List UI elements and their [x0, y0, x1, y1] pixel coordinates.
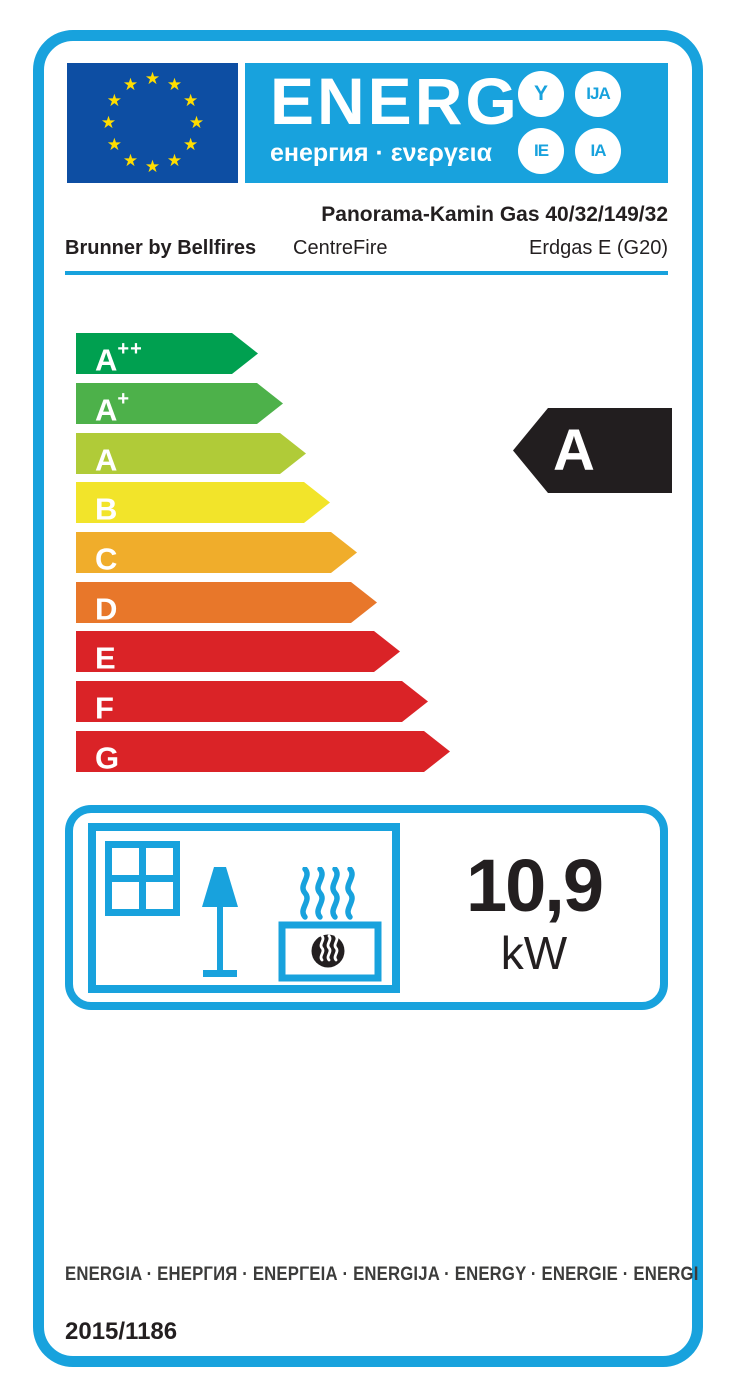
regulation-number: 2015/1186: [65, 1318, 178, 1345]
brand-name: Brunner by Bellfires: [65, 237, 257, 259]
rating-bar-label: B: [95, 491, 118, 527]
rating-bar-label: F: [95, 690, 114, 726]
rating-bar-a-plus: A+: [76, 383, 283, 424]
rating-bar-f: F: [76, 681, 428, 722]
eu-flag: [67, 63, 238, 183]
eu-flag-star: [100, 113, 118, 133]
rating-bar-label: G: [95, 740, 120, 776]
language-suffix-circle-ie: IE: [518, 128, 564, 174]
energy-output: 10,9 kW: [400, 844, 668, 979]
rating-bar-label: E: [95, 640, 116, 676]
pictogram-panel: [65, 805, 668, 1010]
rating-bar-label: C: [95, 541, 118, 577]
window-icon: [105, 841, 180, 916]
eu-flag-star: [182, 135, 200, 155]
eu-flag-star: [144, 69, 162, 89]
rating-bar-g: G: [76, 731, 450, 772]
rating-bar-label: D: [95, 591, 118, 627]
series-name: CentreFire: [293, 237, 388, 259]
energ-subtitle: енергия · ενεργεια: [270, 139, 492, 167]
energ-wordmark: ENERG: [270, 64, 520, 138]
language-suffix-circle-y: Y: [518, 71, 564, 117]
rating-bar-label: A++: [95, 338, 143, 378]
rating-indicator-arrow: A: [513, 408, 672, 493]
stove-heat-icon: [278, 867, 382, 982]
energy-value: 10,9: [465, 844, 604, 927]
language-suffix-circle-ia: IA: [575, 128, 621, 174]
energy-languages-line: ENERGIA · ЕНЕРГИЯ · ΕΝΕΡΓΕΙΑ · ENERGIJA …: [65, 1264, 699, 1285]
rating-bar-a-plus-plus: A++: [76, 333, 258, 374]
room-pictogram: [88, 823, 400, 993]
label-border: [33, 30, 703, 1367]
floor-lamp-icon: [202, 867, 238, 977]
rating-bar-e: E: [76, 631, 400, 672]
language-suffix-circle-ija: IJA: [575, 71, 621, 117]
eu-flag-star: [144, 157, 162, 177]
energ-banner: ENERG енергия · ενεργεια Y IJA IE IA: [245, 63, 668, 183]
rating-bar-c: C: [76, 532, 357, 573]
eu-flag-star: [105, 135, 123, 155]
fuel-type: Erdgas E (G20): [529, 237, 668, 259]
eu-flag-star: [122, 75, 140, 95]
rating-bar-label: A+: [95, 388, 131, 428]
rating-bar-a: A: [76, 433, 306, 474]
eu-flag-star: [182, 91, 200, 111]
energy-unit: kW: [500, 927, 568, 979]
eu-flag-star: [166, 151, 184, 171]
rating-bar-d: D: [76, 582, 377, 623]
header-divider: [65, 271, 668, 275]
eu-flag-star: [122, 151, 140, 171]
rating-bar-label: A: [95, 442, 118, 478]
rating-class-letter: A: [553, 418, 595, 483]
model-name: Panorama-Kamin Gas 40/32/149/32: [321, 203, 668, 226]
eu-flag-star: [188, 113, 206, 133]
rating-bar-b: B: [76, 482, 330, 523]
